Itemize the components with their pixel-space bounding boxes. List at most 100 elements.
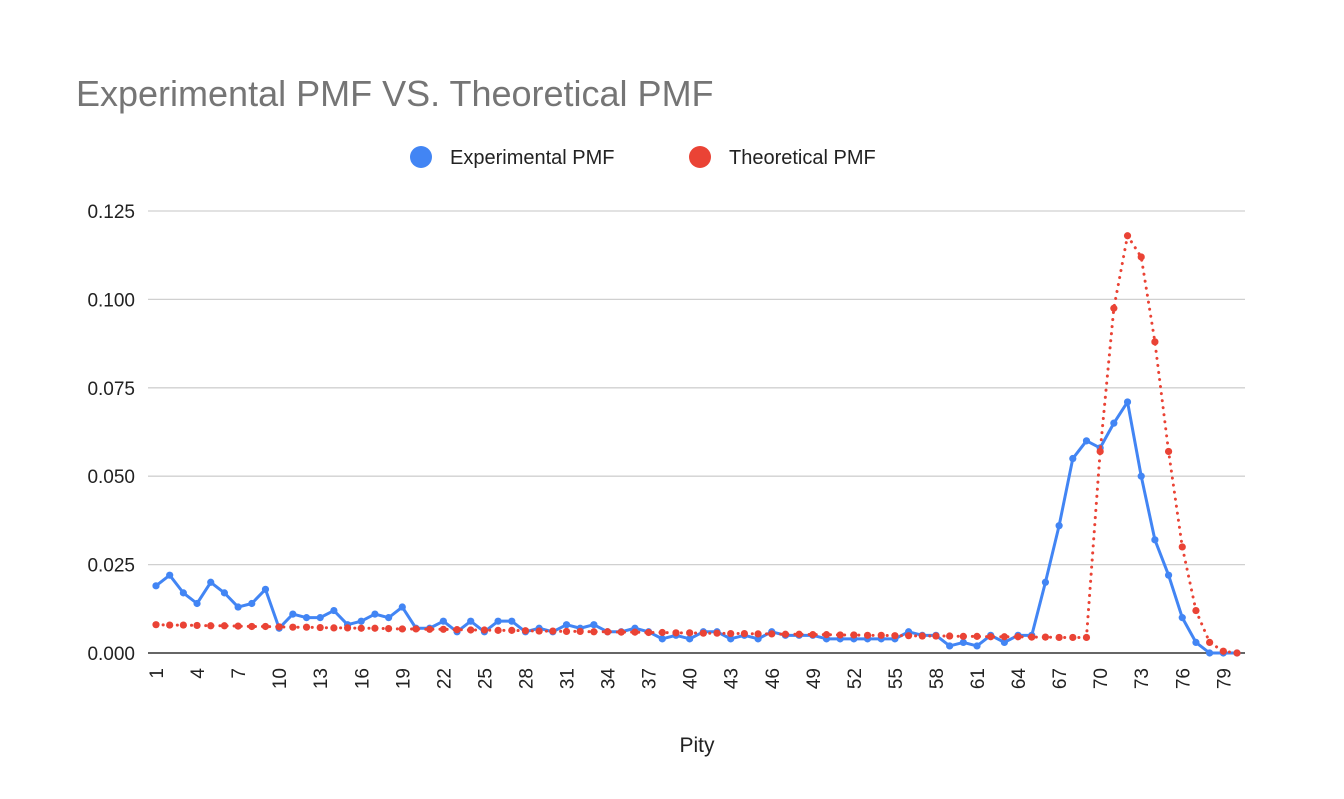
data-point-experimental[interactable]	[357, 617, 365, 625]
data-point-theoretical[interactable]	[740, 629, 748, 638]
data-point-experimental[interactable]	[248, 599, 256, 608]
data-point-experimental[interactable]	[590, 621, 598, 629]
data-point-theoretical[interactable]	[904, 632, 913, 640]
data-point-theoretical[interactable]	[1082, 633, 1091, 642]
data-point-experimental[interactable]	[385, 614, 393, 622]
legend[interactable]: Experimental PMF Theoretical PMF	[410, 146, 876, 169]
data-point-experimental[interactable]	[207, 578, 215, 586]
data-point-theoretical[interactable]	[1028, 633, 1036, 641]
data-point-theoretical[interactable]	[234, 622, 242, 630]
data-point-experimental[interactable]	[1123, 398, 1132, 406]
data-point-experimental[interactable]	[261, 585, 270, 593]
data-point-theoretical[interactable]	[781, 630, 790, 638]
data-point-theoretical[interactable]	[166, 621, 174, 629]
data-point-theoretical[interactable]	[987, 633, 995, 641]
data-point-theoretical[interactable]	[508, 626, 516, 634]
data-point-theoretical[interactable]	[480, 626, 489, 634]
data-point-theoretical[interactable]	[371, 624, 379, 632]
data-point-theoretical[interactable]	[645, 628, 653, 637]
data-point-experimental[interactable]	[1192, 638, 1200, 646]
data-point-theoretical[interactable]	[686, 629, 694, 637]
data-point-experimental[interactable]	[946, 642, 954, 650]
data-point-theoretical[interactable]	[467, 626, 475, 634]
data-point-experimental[interactable]	[1055, 522, 1063, 530]
data-point-theoretical[interactable]	[891, 632, 899, 640]
data-point-theoretical[interactable]	[439, 625, 447, 633]
data-point-experimental[interactable]	[398, 603, 406, 611]
data-point-experimental[interactable]	[330, 606, 338, 615]
data-point-experimental[interactable]	[1082, 437, 1091, 445]
data-point-theoretical[interactable]	[261, 622, 270, 631]
data-point-theoretical[interactable]	[1041, 633, 1050, 641]
data-point-experimental[interactable]	[166, 571, 174, 579]
data-point-experimental[interactable]	[754, 635, 762, 643]
data-point-theoretical[interactable]	[179, 621, 187, 629]
data-point-experimental[interactable]	[1137, 472, 1145, 480]
data-point-theoretical[interactable]	[1151, 338, 1159, 346]
data-point-theoretical[interactable]	[850, 631, 858, 639]
data-point-theoretical[interactable]	[357, 624, 365, 632]
data-point-theoretical[interactable]	[494, 626, 502, 634]
data-point-experimental[interactable]	[193, 599, 201, 608]
data-point-theoretical[interactable]	[1233, 649, 1241, 657]
data-point-theoretical[interactable]	[768, 630, 776, 638]
data-point-experimental[interactable]	[658, 635, 666, 643]
data-point-theoretical[interactable]	[343, 624, 352, 632]
data-point-theoretical[interactable]	[412, 625, 420, 633]
data-point-theoretical[interactable]	[672, 629, 680, 637]
data-point-theoretical[interactable]	[275, 623, 283, 631]
data-point-theoretical[interactable]	[959, 632, 967, 640]
data-point-theoretical[interactable]	[1014, 633, 1022, 641]
data-point-theoretical[interactable]	[453, 626, 461, 634]
data-point-theoretical[interactable]	[535, 627, 543, 635]
data-point-theoretical[interactable]	[1069, 633, 1077, 642]
data-point-theoretical[interactable]	[603, 628, 612, 636]
data-point-experimental[interactable]	[562, 621, 571, 629]
data-point-theoretical[interactable]	[248, 622, 256, 631]
data-point-theoretical[interactable]	[1096, 447, 1104, 456]
data-point-experimental[interactable]	[1151, 536, 1159, 544]
data-point-theoretical[interactable]	[316, 623, 324, 632]
data-point-experimental[interactable]	[1069, 454, 1077, 463]
data-point-theoretical[interactable]	[302, 623, 311, 631]
data-point-theoretical[interactable]	[193, 621, 201, 630]
data-point-theoretical[interactable]	[699, 629, 707, 637]
data-point-theoretical[interactable]	[385, 625, 393, 633]
data-point-experimental[interactable]	[179, 589, 187, 597]
data-point-theoretical[interactable]	[549, 627, 557, 635]
data-point-theoretical[interactable]	[754, 630, 762, 638]
data-point-theoretical[interactable]	[1178, 543, 1186, 551]
data-point-experimental[interactable]	[439, 617, 447, 625]
data-point-experimental[interactable]	[1041, 578, 1050, 586]
data-point-theoretical[interactable]	[918, 632, 926, 640]
data-point-theoretical[interactable]	[220, 622, 229, 630]
data-point-theoretical[interactable]	[562, 627, 571, 636]
data-point-experimental[interactable]	[220, 589, 229, 597]
data-point-experimental[interactable]	[1206, 649, 1214, 657]
data-point-theoretical[interactable]	[658, 628, 666, 637]
data-point-experimental[interactable]	[371, 610, 379, 618]
data-point-theoretical[interactable]	[631, 628, 639, 636]
data-point-theoretical[interactable]	[207, 622, 215, 630]
data-point-theoretical[interactable]	[1206, 638, 1214, 646]
data-point-experimental[interactable]	[973, 642, 981, 650]
data-point-experimental[interactable]	[302, 614, 311, 622]
data-point-theoretical[interactable]	[426, 625, 434, 633]
data-point-theoretical[interactable]	[152, 621, 160, 629]
data-point-theoretical[interactable]	[946, 632, 954, 640]
data-point-theoretical[interactable]	[809, 631, 817, 639]
data-point-theoretical[interactable]	[727, 629, 735, 638]
data-point-theoretical[interactable]	[1055, 633, 1063, 642]
data-point-theoretical[interactable]	[289, 623, 297, 631]
data-point-experimental[interactable]	[686, 635, 694, 643]
data-point-theoretical[interactable]	[576, 627, 584, 636]
data-point-theoretical[interactable]	[713, 629, 721, 637]
data-point-theoretical[interactable]	[590, 628, 598, 636]
data-point-theoretical[interactable]	[1123, 232, 1132, 240]
data-point-experimental[interactable]	[1000, 638, 1008, 646]
data-point-experimental[interactable]	[1164, 571, 1173, 579]
data-point-theoretical[interactable]	[398, 625, 406, 633]
data-point-theoretical[interactable]	[617, 628, 625, 636]
data-point-theoretical[interactable]	[836, 631, 844, 639]
data-point-experimental[interactable]	[316, 614, 324, 622]
